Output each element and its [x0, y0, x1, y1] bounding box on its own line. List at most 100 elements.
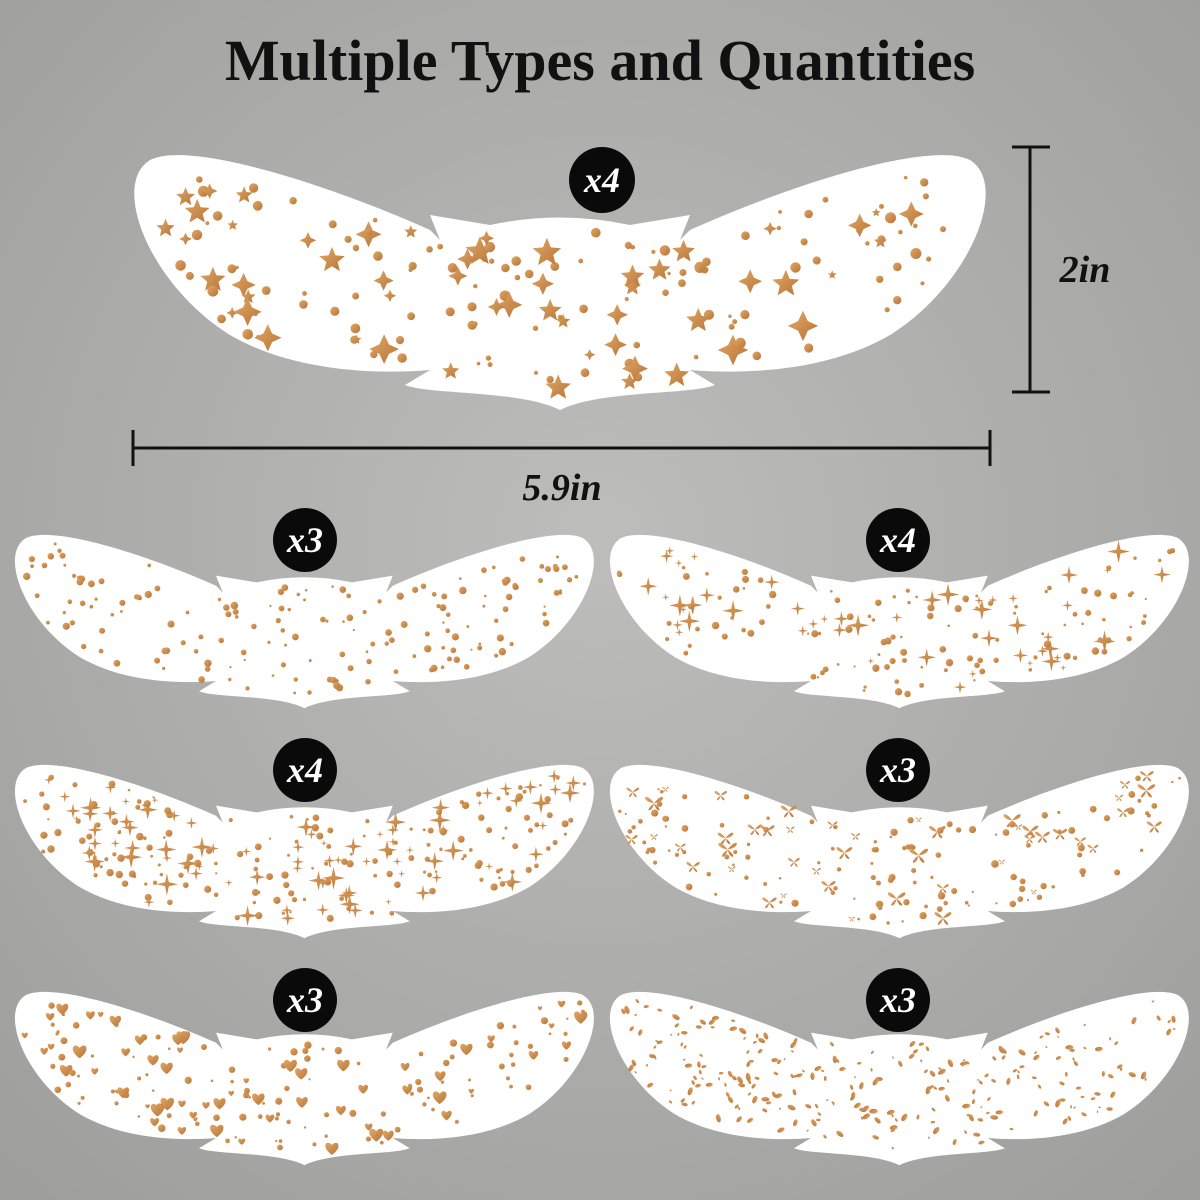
glitter-dot — [834, 597, 841, 604]
glitter-dot — [137, 1115, 141, 1118]
glitter-speck — [693, 1075, 697, 1080]
glitter-speck — [1033, 1054, 1040, 1061]
glitter-dot — [495, 868, 501, 874]
glitter-sparkle — [322, 866, 345, 890]
glitter-dot — [251, 888, 259, 896]
glitter-heart — [121, 1048, 131, 1057]
glitter-dot — [331, 585, 334, 588]
glitter-speck — [1059, 1081, 1065, 1086]
glitter-speck — [806, 1129, 809, 1132]
glitter-butterfly — [1074, 837, 1086, 846]
glitter-dot — [365, 678, 371, 685]
glitter-speck — [1144, 1077, 1147, 1081]
glitter-speck — [724, 1082, 727, 1087]
glitter-butterfly — [1137, 784, 1156, 798]
glitter-speck — [961, 1063, 965, 1067]
glitter-dot — [506, 879, 515, 887]
glitter-speck — [918, 1042, 925, 1046]
glitter-dot — [205, 221, 210, 225]
glitter-heart — [40, 1047, 48, 1055]
glitter-dot — [1041, 812, 1048, 819]
glitter-butterfly — [762, 897, 777, 909]
glitter-star — [487, 298, 506, 316]
glitter-dot — [115, 870, 123, 879]
glitter-heart — [432, 1091, 447, 1105]
glitter-heart — [400, 1062, 410, 1072]
glitter-butterfly — [686, 861, 700, 872]
glitter-dot — [311, 866, 314, 870]
glitter-speck — [872, 1078, 879, 1086]
glitter-sparkle — [87, 821, 103, 838]
glitter-dot — [512, 582, 518, 588]
glitter-dot — [685, 883, 693, 891]
glitter-dot — [114, 1101, 119, 1106]
glitter-sparkle — [388, 837, 398, 847]
glitter-dot — [768, 590, 777, 599]
glitter-dot — [98, 648, 104, 654]
glitter-dot — [470, 648, 473, 651]
glitter-speck — [743, 1037, 746, 1040]
glitter-dot — [871, 618, 876, 622]
glitter-dot — [111, 818, 119, 825]
glitter-dot — [1085, 609, 1092, 616]
glitter-speck — [628, 1064, 634, 1072]
glitter-sparkle — [248, 868, 266, 886]
glitter-dot — [136, 832, 144, 841]
glitter-speck — [681, 1102, 688, 1107]
glitter-dot — [304, 588, 308, 592]
glitter-dot — [947, 624, 950, 628]
glitter-dot — [281, 584, 289, 591]
glitter-dot — [812, 256, 821, 265]
glitter-dot — [1166, 548, 1173, 555]
glitter-dot — [505, 791, 510, 796]
glitter-heart — [238, 1138, 246, 1145]
glitter-dot — [719, 822, 725, 828]
glitter-sparkle — [323, 854, 336, 867]
glitter-butterfly — [714, 790, 727, 801]
glitter-dot — [907, 817, 914, 824]
glitter-dot — [275, 1097, 283, 1105]
glitter-dot — [67, 599, 73, 605]
glitter-dot — [159, 872, 164, 877]
glitter-dot — [499, 881, 506, 887]
glitter-heart — [574, 1011, 588, 1024]
glitter-speck — [774, 1093, 783, 1099]
glitter-dot — [56, 1030, 60, 1034]
glitter-dot — [846, 613, 854, 621]
glitter-speck — [938, 1067, 942, 1070]
glitter-dot — [446, 656, 452, 662]
glitter-pattern — [618, 771, 1181, 925]
glitter-dot — [539, 783, 542, 787]
glitter-speck — [716, 1114, 721, 1123]
glitter-dot — [119, 610, 123, 613]
glitter-dot — [152, 796, 155, 799]
glitter-speck — [672, 1014, 680, 1021]
glitter-sparkle — [207, 842, 220, 855]
glitter-dot — [470, 1094, 474, 1098]
glitter-dot — [344, 235, 352, 243]
glitter-speck — [892, 1056, 894, 1059]
glitter-speck — [796, 1073, 803, 1078]
glitter-dot — [308, 658, 312, 663]
glitter-speck — [746, 1060, 751, 1067]
glitter-dot — [339, 896, 344, 901]
glitter-speck — [656, 1040, 663, 1045]
glitter-dot — [790, 262, 801, 273]
glitter-dot — [664, 825, 668, 828]
glitter-dot — [47, 553, 55, 560]
glitter-dot — [431, 591, 437, 597]
glitter-heart — [147, 1055, 159, 1066]
glitter-dot — [657, 788, 660, 791]
glitter-speck — [1057, 1035, 1060, 1038]
glitter-dot — [420, 583, 427, 589]
glitter-dot — [694, 626, 700, 632]
glitter-dot — [416, 1086, 424, 1093]
glitter-star — [179, 232, 192, 246]
glitter-sparkle — [936, 583, 960, 606]
glitter-heart — [460, 1043, 473, 1056]
glitter-dot — [230, 1079, 234, 1084]
glitter-dot — [445, 628, 451, 634]
glitter-dot — [905, 588, 910, 593]
glitter-dot — [248, 183, 259, 193]
glitter-dot — [778, 210, 782, 214]
